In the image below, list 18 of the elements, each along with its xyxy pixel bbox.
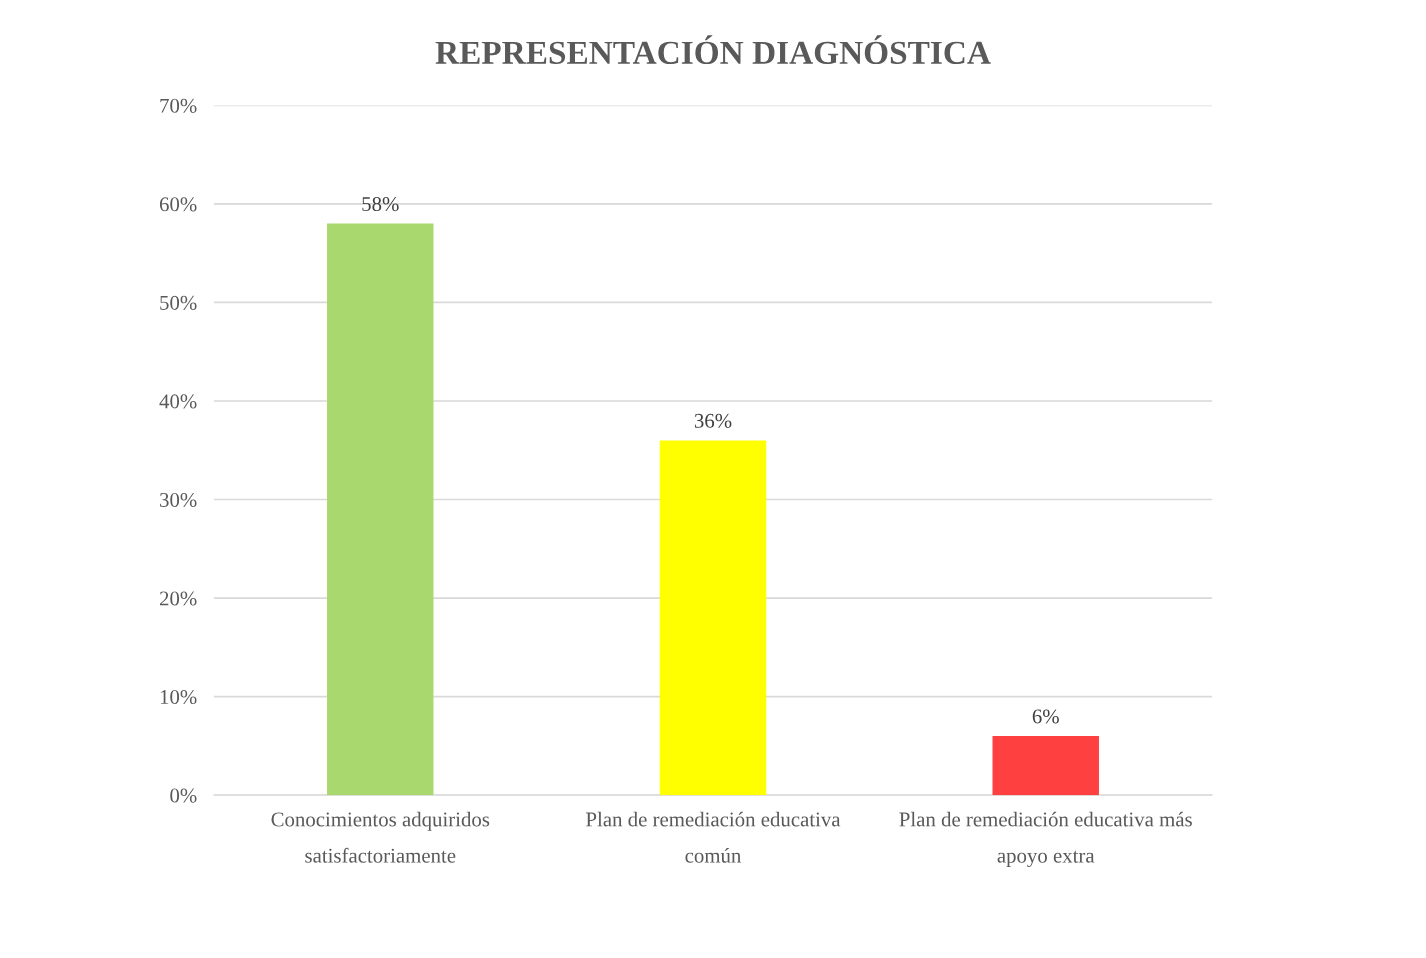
x-tick-label: Plan de remediación educativa más apoyo extra [899, 811, 1192, 867]
y-tick-label: 10% [160, 689, 197, 705]
y-tick-label: 50% [160, 295, 197, 310]
bar [659, 440, 767, 796]
x-tick-label: Plan de remediación educativa común [586, 811, 841, 863]
y-tick-label: 0% [170, 788, 197, 803]
x-tick-label: Conocimientos adquiridos satisfactoriamente [271, 811, 490, 863]
bar [992, 736, 1099, 796]
y-tick-label: 40% [159, 394, 197, 409]
y-tick-label: 70% [160, 98, 197, 113]
bar [327, 223, 434, 796]
y-tick-label: 20% [159, 591, 197, 606]
chart-title: REPRESENTACIÓN DIAGNÓSTICA [435, 35, 991, 65]
data-label: 36% [694, 413, 732, 428]
data-label: 6% [1032, 709, 1059, 724]
y-tick-label: 30% [160, 492, 197, 508]
data-label: 58% [362, 197, 399, 212]
y-tick-label: 60% [159, 197, 197, 212]
